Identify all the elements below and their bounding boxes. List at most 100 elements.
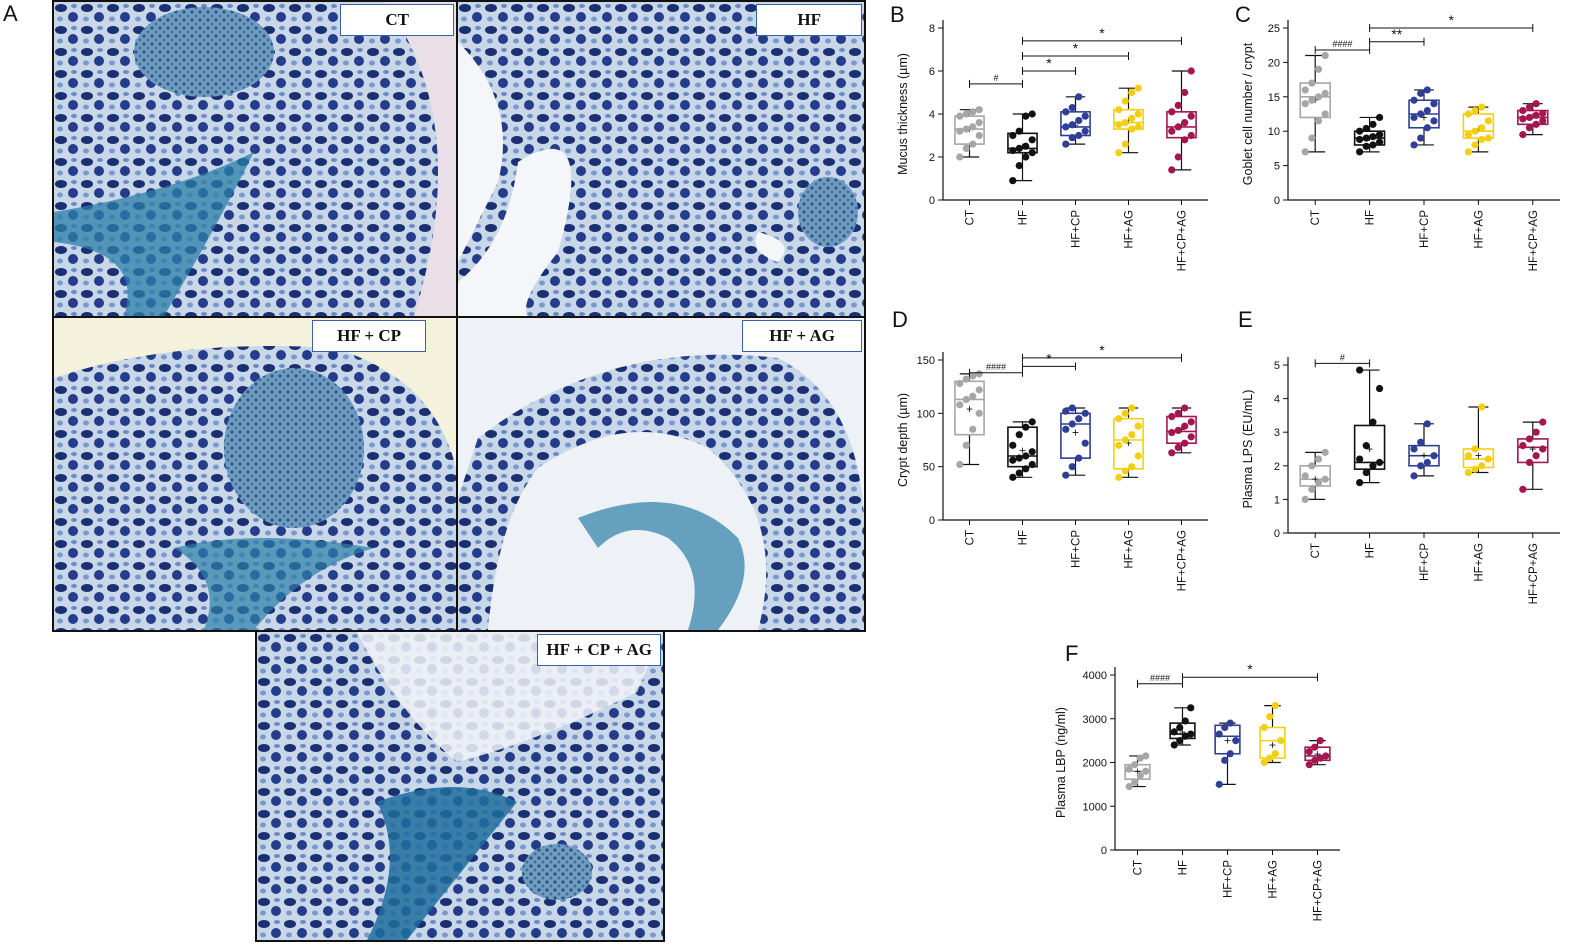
x-tick-label: HF+AG xyxy=(1473,543,1485,582)
data-point xyxy=(1314,117,1323,125)
significance-label: #### xyxy=(1150,673,1170,683)
data-point xyxy=(1187,112,1195,120)
data-point xyxy=(1321,51,1329,60)
data-point xyxy=(1484,117,1492,125)
data-point xyxy=(1519,442,1527,450)
data-point xyxy=(1375,384,1384,393)
y-tick-label: 8 xyxy=(929,23,935,35)
data-point xyxy=(1121,436,1129,444)
x-tick-label: HF+CP xyxy=(1071,530,1083,568)
data-point xyxy=(1009,131,1017,140)
data-point xyxy=(1430,452,1438,460)
data-point xyxy=(1375,458,1384,467)
data-point xyxy=(1410,445,1418,453)
data-point xyxy=(1181,439,1189,447)
data-point xyxy=(956,460,964,469)
mean-marker: + xyxy=(1420,449,1427,463)
data-point xyxy=(1115,121,1123,129)
data-point xyxy=(1271,702,1279,710)
data-point xyxy=(1022,153,1030,161)
box-hf xyxy=(1007,132,1038,154)
data-point xyxy=(1181,136,1189,144)
y-tick-label: 3 xyxy=(1274,427,1280,439)
data-point xyxy=(1321,475,1329,483)
data-point xyxy=(1301,86,1309,94)
y-axis-label: Mucus thickness (µm) xyxy=(896,53,910,175)
y-tick-label: 2 xyxy=(1274,461,1280,473)
data-point xyxy=(1187,704,1195,712)
data-point xyxy=(1369,418,1377,426)
data-point xyxy=(1314,65,1323,73)
data-point xyxy=(1128,431,1136,439)
data-point xyxy=(1525,113,1534,122)
data-point xyxy=(1266,754,1274,762)
mean-marker: + xyxy=(1224,734,1231,748)
micrograph-label-hf-ag: HF + AG xyxy=(742,320,862,352)
data-point xyxy=(1134,84,1142,92)
data-point xyxy=(1375,131,1384,139)
data-point xyxy=(1464,468,1473,477)
data-point xyxy=(1075,454,1083,462)
data-point xyxy=(1464,452,1473,460)
data-point xyxy=(1121,119,1129,127)
data-point xyxy=(1075,116,1083,125)
data-point xyxy=(1168,449,1176,457)
data-point xyxy=(975,409,983,417)
significance-label: ** xyxy=(1391,26,1402,42)
data-point xyxy=(1215,730,1223,738)
data-point xyxy=(956,401,964,409)
data-point xyxy=(1532,428,1540,436)
y-axis-label: Plasma LBP (ng/ml) xyxy=(1054,707,1068,818)
panel-letter-b: B xyxy=(890,2,905,27)
data-point xyxy=(1068,121,1076,129)
data-point xyxy=(1121,140,1129,148)
micrograph-hf-cp: HF + CP xyxy=(52,316,458,632)
data-point xyxy=(1356,127,1364,135)
data-point xyxy=(1266,712,1274,721)
chart-svg-d: 0 50 100 150 Crypt depth (µm) CT HF HF+CP HF+AG H… xyxy=(896,342,1208,591)
data-point xyxy=(962,375,970,383)
data-point xyxy=(956,127,964,135)
data-point xyxy=(1525,435,1534,443)
mean-marker: + xyxy=(1475,449,1482,463)
data-point xyxy=(1314,93,1323,101)
data-point xyxy=(1128,114,1136,122)
data-point xyxy=(975,370,983,378)
data-point xyxy=(1423,124,1431,132)
data-point xyxy=(1028,418,1036,426)
mean-marker: + xyxy=(1529,442,1536,456)
data-point xyxy=(1015,431,1023,439)
data-point xyxy=(1532,111,1540,119)
x-tick-label: CT xyxy=(965,210,977,225)
data-point xyxy=(1301,472,1309,480)
y-tick-label: 25 xyxy=(1268,23,1280,35)
data-point xyxy=(1015,144,1023,152)
data-point xyxy=(1187,418,1195,426)
mean-marker: + xyxy=(1178,118,1185,132)
data-point xyxy=(1028,460,1036,469)
data-point xyxy=(1532,120,1540,128)
data-point xyxy=(1115,149,1123,157)
data-point xyxy=(1519,106,1527,115)
data-point xyxy=(1121,409,1129,417)
data-point xyxy=(1015,162,1023,170)
data-point xyxy=(1314,455,1323,463)
data-point xyxy=(1316,754,1324,762)
chart-plasma-lbp: 0 1000 2000 3000 4000 Plasma LBP (ng/ml) CT HF H… xyxy=(1050,655,1380,940)
data-point xyxy=(1128,125,1136,133)
data-point xyxy=(1478,403,1486,411)
data-point xyxy=(1478,124,1486,132)
x-tick-label: HF+AG xyxy=(1473,210,1485,249)
y-tick-label: 4 xyxy=(929,109,935,121)
y-tick-label: 0 xyxy=(929,195,935,207)
data-point xyxy=(1478,135,1486,144)
data-point xyxy=(1369,133,1377,141)
data-point xyxy=(1121,97,1129,105)
data-point xyxy=(1362,124,1370,133)
data-point xyxy=(1362,142,1370,150)
data-point xyxy=(1478,462,1486,470)
data-point xyxy=(1423,106,1431,115)
data-point xyxy=(1176,723,1184,732)
data-point xyxy=(1009,146,1017,155)
y-tick-label: 2000 xyxy=(1083,758,1107,770)
